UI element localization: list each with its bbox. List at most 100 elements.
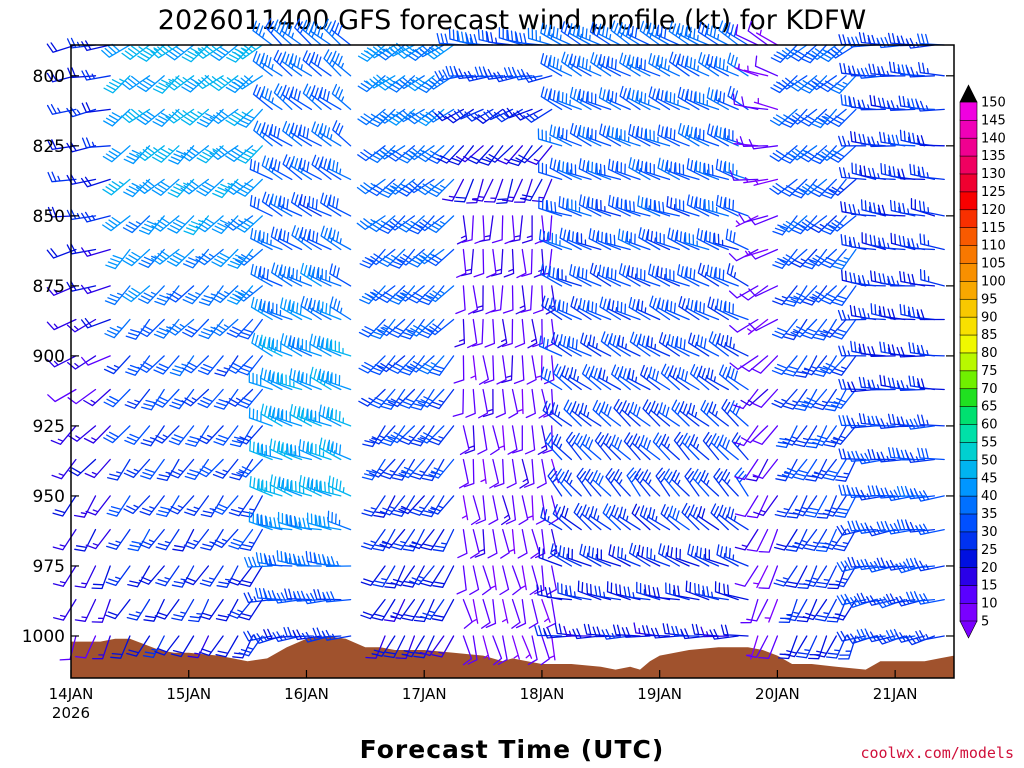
wind-barb bbox=[639, 20, 661, 46]
wind-barb bbox=[284, 552, 313, 567]
wind-barb bbox=[327, 338, 352, 357]
wind-barb bbox=[678, 296, 700, 321]
wind-barb bbox=[453, 108, 484, 120]
wind-barb bbox=[607, 298, 631, 321]
wind-barb bbox=[710, 433, 729, 461]
wind-barb bbox=[829, 108, 857, 128]
wind-barb bbox=[588, 228, 612, 251]
wind-barb bbox=[581, 504, 602, 531]
wind-barb bbox=[229, 425, 254, 448]
wind-barb bbox=[515, 145, 543, 164]
wind-barb bbox=[668, 21, 690, 46]
wind-barb bbox=[227, 565, 254, 586]
colorbar-label: 95 bbox=[981, 292, 998, 307]
wind-barb bbox=[47, 171, 77, 183]
wind-barb bbox=[254, 587, 283, 601]
wind-barb bbox=[915, 630, 945, 642]
wind-barb bbox=[515, 598, 527, 629]
wind-barb bbox=[698, 52, 720, 77]
wind-barb bbox=[540, 635, 550, 666]
wind-barb bbox=[227, 598, 254, 619]
wind-barb bbox=[627, 368, 651, 391]
wind-barb bbox=[507, 425, 518, 455]
wind-barb bbox=[877, 66, 906, 77]
wind-barb bbox=[537, 128, 563, 147]
wind-barb bbox=[602, 503, 622, 531]
wind-barb bbox=[666, 299, 690, 321]
wind-barb bbox=[716, 544, 739, 567]
wind-barb bbox=[579, 543, 602, 567]
wind-barb bbox=[657, 297, 680, 321]
wind-barb bbox=[278, 440, 303, 461]
wind-barb bbox=[590, 365, 612, 391]
wind-barb bbox=[470, 495, 481, 526]
wind-barb bbox=[251, 332, 273, 357]
wind-barb bbox=[328, 475, 352, 497]
wind-barb bbox=[741, 96, 769, 111]
wind-barb bbox=[314, 553, 342, 567]
wind-barb bbox=[627, 265, 651, 287]
wind-barb bbox=[122, 285, 151, 303]
wind-barb bbox=[867, 415, 896, 427]
wind-barb bbox=[898, 95, 926, 111]
colorbar-label: 20 bbox=[981, 561, 998, 576]
wind-barb bbox=[380, 425, 406, 447]
wind-barb bbox=[831, 388, 857, 409]
wind-barb bbox=[629, 401, 651, 427]
wind-barb bbox=[629, 331, 651, 357]
wind-barb bbox=[657, 88, 680, 111]
wind-barb bbox=[703, 162, 729, 181]
wind-barb bbox=[521, 635, 533, 659]
wind-barb bbox=[616, 300, 641, 321]
wind-barb bbox=[917, 447, 945, 461]
wind-barb bbox=[453, 355, 465, 384]
wind-barb bbox=[608, 544, 631, 567]
wind-barb bbox=[839, 62, 867, 77]
wind-barb bbox=[887, 308, 916, 321]
wind-barb bbox=[754, 55, 779, 77]
wind-barb bbox=[420, 565, 445, 587]
wind-barb bbox=[292, 590, 322, 602]
wind-barb bbox=[549, 124, 573, 147]
wind-barb bbox=[167, 178, 195, 198]
wind-barb bbox=[46, 318, 77, 331]
colorbar-label: 135 bbox=[981, 149, 1006, 164]
wind-barb bbox=[471, 178, 494, 202]
wind-barb bbox=[724, 197, 749, 217]
wind-barb bbox=[836, 524, 867, 536]
colorbar-label: 125 bbox=[981, 185, 1006, 200]
wind-barb bbox=[140, 458, 165, 480]
wind-barb bbox=[617, 546, 641, 567]
wind-barb bbox=[279, 264, 303, 287]
wind-barb bbox=[907, 98, 936, 111]
wind-barb bbox=[638, 227, 661, 251]
colorbar-box bbox=[959, 226, 978, 246]
wind-barb bbox=[399, 318, 425, 340]
wind-barb bbox=[751, 355, 779, 374]
wind-barb bbox=[540, 263, 563, 287]
wind-barb bbox=[397, 145, 425, 164]
wind-barb bbox=[253, 120, 273, 147]
wind-barb bbox=[666, 126, 690, 147]
wind-barb bbox=[493, 71, 523, 83]
wind-barb bbox=[268, 369, 293, 391]
wind-barb bbox=[526, 145, 553, 166]
wind-barb bbox=[318, 335, 342, 357]
wind-barb bbox=[456, 215, 468, 245]
wind-barb bbox=[104, 318, 131, 339]
wind-barb bbox=[127, 565, 151, 588]
wind-barb bbox=[642, 625, 671, 637]
wind-barb bbox=[293, 555, 322, 567]
wind-barb bbox=[180, 108, 210, 126]
colorbar-box bbox=[959, 531, 978, 551]
wind-barb bbox=[846, 595, 877, 608]
wind-barb bbox=[753, 97, 779, 111]
wind-barb bbox=[706, 87, 729, 111]
wind-barb bbox=[250, 227, 273, 251]
wind-barb bbox=[268, 336, 293, 357]
wind-barb bbox=[677, 264, 700, 287]
wind-barb bbox=[211, 215, 239, 235]
wind-barb bbox=[887, 134, 916, 147]
wind-barb bbox=[577, 580, 602, 601]
wind-barb bbox=[610, 434, 631, 461]
